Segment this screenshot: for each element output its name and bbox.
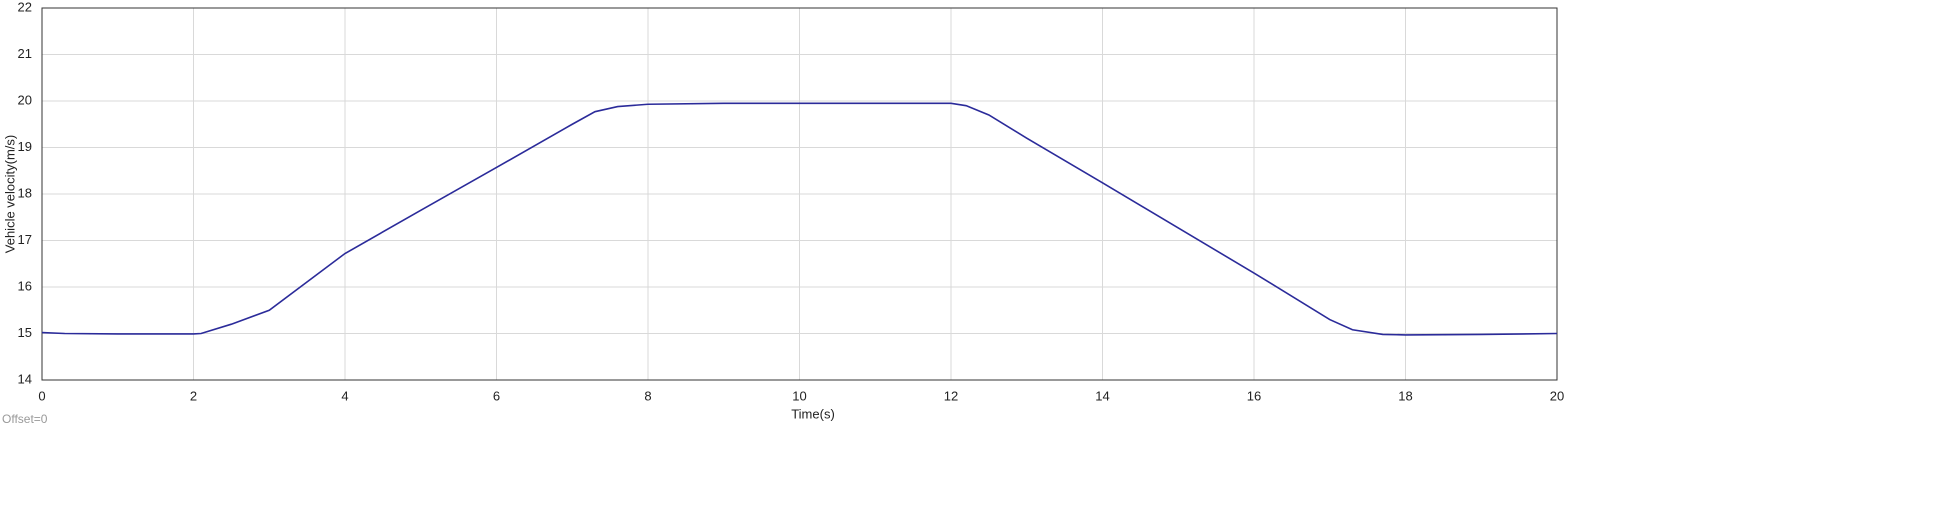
plot-frame — [41, 7, 1558, 381]
y-tick-label: 16 — [18, 278, 32, 293]
x-tick-label: 14 — [1095, 388, 1109, 403]
y-tick-label: 15 — [18, 325, 32, 340]
y-tick-label: 20 — [18, 92, 32, 107]
x-tick-label: 10 — [792, 388, 806, 403]
y-tick-label: 18 — [18, 185, 32, 200]
y-axis-label: Vehicle velocity(m/s) — [2, 135, 17, 253]
x-tick-label: 2 — [190, 388, 197, 403]
x-tick-label: 0 — [38, 388, 45, 403]
offset-note: Offset=0 — [2, 412, 48, 426]
y-tick-label: 19 — [18, 139, 32, 154]
x-tick-label: 4 — [341, 388, 348, 403]
x-tick-label: 18 — [1398, 388, 1412, 403]
y-tick-label: 22 — [18, 0, 32, 14]
data-line — [41, 102, 1558, 336]
x-tick-label: 6 — [493, 388, 500, 403]
y-tick-label: 17 — [18, 232, 32, 247]
x-tick-label: 20 — [1550, 388, 1564, 403]
y-tick-label: 14 — [18, 371, 32, 386]
x-axis-label: Time(s) — [791, 406, 835, 421]
x-tick-label: 16 — [1247, 388, 1261, 403]
x-tick-label: 12 — [944, 388, 958, 403]
x-tick-label: 8 — [644, 388, 651, 403]
y-tick-label: 21 — [18, 46, 32, 61]
